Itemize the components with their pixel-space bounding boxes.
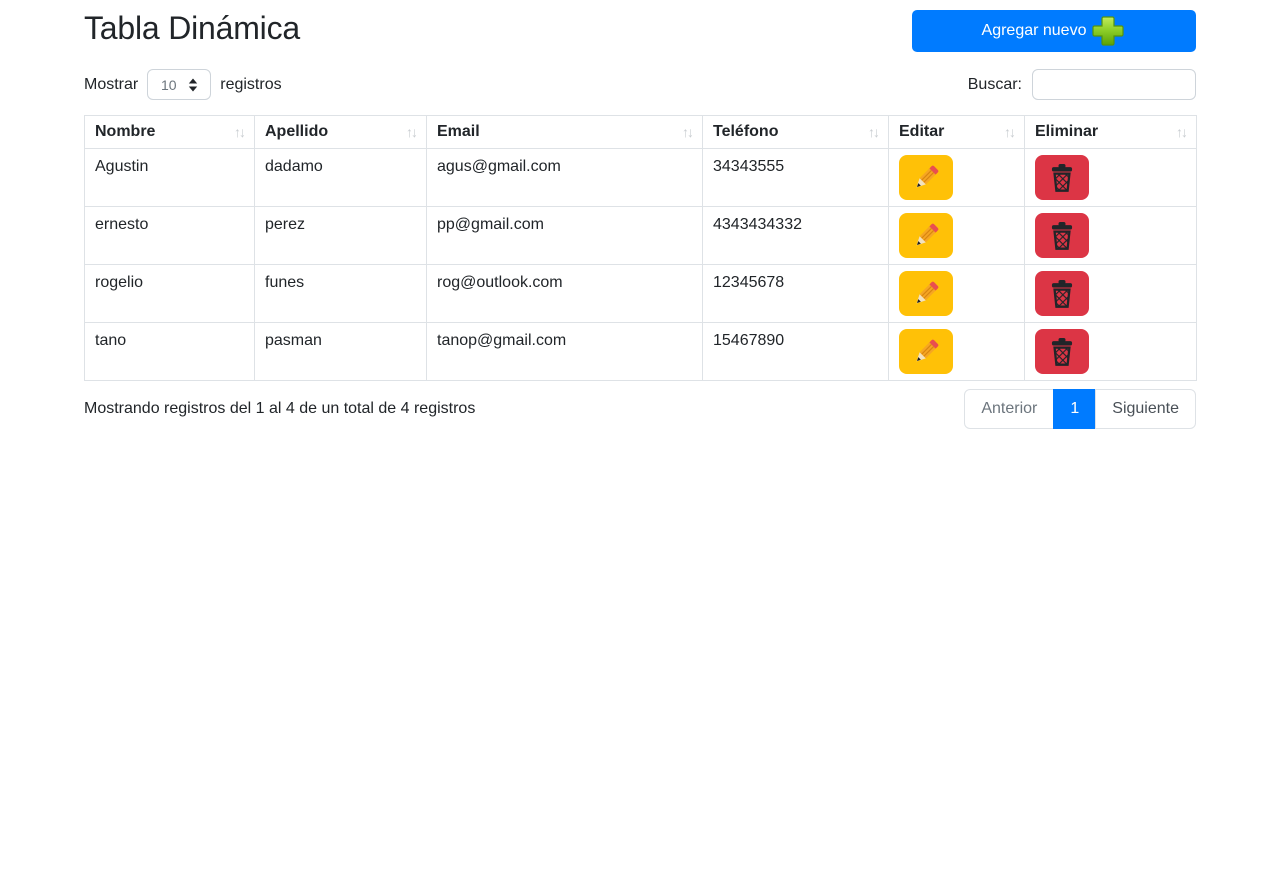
delete-button[interactable] bbox=[1035, 155, 1089, 200]
delete-button[interactable] bbox=[1035, 329, 1089, 374]
page-title: Tabla Dinámica bbox=[84, 10, 300, 46]
plus-icon bbox=[1092, 16, 1125, 46]
data-table: Nombre ↑↓ Apellido ↑↓ Email ↑↓ Teléfono … bbox=[84, 115, 1197, 381]
cell-telefono: 34343555 bbox=[702, 148, 889, 207]
cell-nombre: rogelio bbox=[84, 264, 255, 323]
main-container: Tabla Dinámica Agregar nuevo Mostrar 10 … bbox=[84, 0, 1197, 429]
pencil-icon bbox=[912, 163, 940, 191]
sort-icon[interactable]: ↑↓ bbox=[868, 124, 880, 140]
length-suffix-label: registros bbox=[220, 75, 282, 93]
cell-apellido: perez bbox=[254, 206, 427, 265]
cell-apellido: pasman bbox=[254, 322, 427, 381]
header-row: Tabla Dinámica Agregar nuevo bbox=[84, 0, 1196, 52]
edit-button[interactable] bbox=[899, 155, 953, 200]
column-header-email[interactable]: Email ↑↓ bbox=[426, 115, 703, 149]
pagination-next[interactable]: Siguiente bbox=[1095, 389, 1196, 429]
cell-email: pp@gmail.com bbox=[426, 206, 703, 265]
add-new-button[interactable]: Agregar nuevo bbox=[912, 10, 1196, 52]
trash-icon bbox=[1050, 336, 1074, 366]
select-arrows-icon bbox=[188, 78, 197, 91]
sort-icon[interactable]: ↑↓ bbox=[234, 124, 246, 140]
table-header-row: Nombre ↑↓ Apellido ↑↓ Email ↑↓ Teléfono … bbox=[84, 115, 1197, 149]
cell-telefono: 12345678 bbox=[702, 264, 889, 323]
sort-icon[interactable]: ↑↓ bbox=[1004, 124, 1016, 140]
column-header-editar[interactable]: Editar ↑↓ bbox=[888, 115, 1025, 149]
cell-apellido: funes bbox=[254, 264, 427, 323]
table-row: rogelio funes rog@outlook.com 12345678 bbox=[84, 264, 1197, 323]
page-length-control: Mostrar 10 registros bbox=[84, 69, 282, 100]
cell-nombre: Agustin bbox=[84, 148, 255, 207]
add-new-button-label: Agregar nuevo bbox=[981, 22, 1087, 39]
delete-button[interactable] bbox=[1035, 271, 1089, 316]
search-label: Buscar: bbox=[967, 75, 1022, 93]
pencil-icon bbox=[912, 221, 940, 249]
table-controls-row: Mostrar 10 registros Buscar: bbox=[84, 69, 1196, 100]
table-footer-row: Mostrando registros del 1 al 4 de un tot… bbox=[84, 389, 1196, 429]
length-prefix-label: Mostrar bbox=[84, 75, 139, 93]
cell-nombre: ernesto bbox=[84, 206, 255, 265]
cell-email: rog@outlook.com bbox=[426, 264, 703, 323]
pagination-page-1[interactable]: 1 bbox=[1053, 389, 1097, 429]
pencil-icon bbox=[912, 337, 940, 365]
cell-telefono: 15467890 bbox=[702, 322, 889, 381]
cell-nombre: tano bbox=[84, 322, 255, 381]
pencil-icon bbox=[912, 279, 940, 307]
sort-icon[interactable]: ↑↓ bbox=[682, 124, 694, 140]
page-length-select[interactable]: 10 bbox=[147, 69, 212, 100]
pagination: Anterior 1 Siguiente bbox=[964, 389, 1196, 429]
edit-button[interactable] bbox=[899, 271, 953, 316]
delete-button[interactable] bbox=[1035, 213, 1089, 258]
edit-button[interactable] bbox=[899, 329, 953, 374]
column-header-eliminar[interactable]: Eliminar ↑↓ bbox=[1024, 115, 1197, 149]
table-row: tano pasman tanop@gmail.com 15467890 bbox=[84, 322, 1197, 381]
trash-icon bbox=[1050, 162, 1074, 192]
sort-icon[interactable]: ↑↓ bbox=[406, 124, 418, 140]
cell-email: tanop@gmail.com bbox=[426, 322, 703, 381]
table-row: ernesto perez pp@gmail.com 4343434332 bbox=[84, 206, 1197, 265]
cell-apellido: dadamo bbox=[254, 148, 427, 207]
trash-icon bbox=[1050, 278, 1074, 308]
column-header-telefono[interactable]: Teléfono ↑↓ bbox=[702, 115, 889, 149]
search-input[interactable] bbox=[1032, 69, 1196, 100]
records-info: Mostrando registros del 1 al 4 de un tot… bbox=[84, 400, 476, 417]
search-control: Buscar: bbox=[968, 69, 1196, 100]
sort-icon[interactable]: ↑↓ bbox=[1176, 124, 1188, 140]
cell-telefono: 4343434332 bbox=[702, 206, 889, 265]
table-row: Agustin dadamo agus@gmail.com 34343555 bbox=[84, 148, 1197, 207]
edit-button[interactable] bbox=[899, 213, 953, 258]
column-header-apellido[interactable]: Apellido ↑↓ bbox=[254, 115, 427, 149]
column-header-nombre[interactable]: Nombre ↑↓ bbox=[84, 115, 255, 149]
trash-icon bbox=[1050, 220, 1074, 250]
cell-email: agus@gmail.com bbox=[426, 148, 703, 207]
page-length-value: 10 bbox=[160, 76, 177, 93]
pagination-previous[interactable]: Anterior bbox=[964, 389, 1055, 429]
